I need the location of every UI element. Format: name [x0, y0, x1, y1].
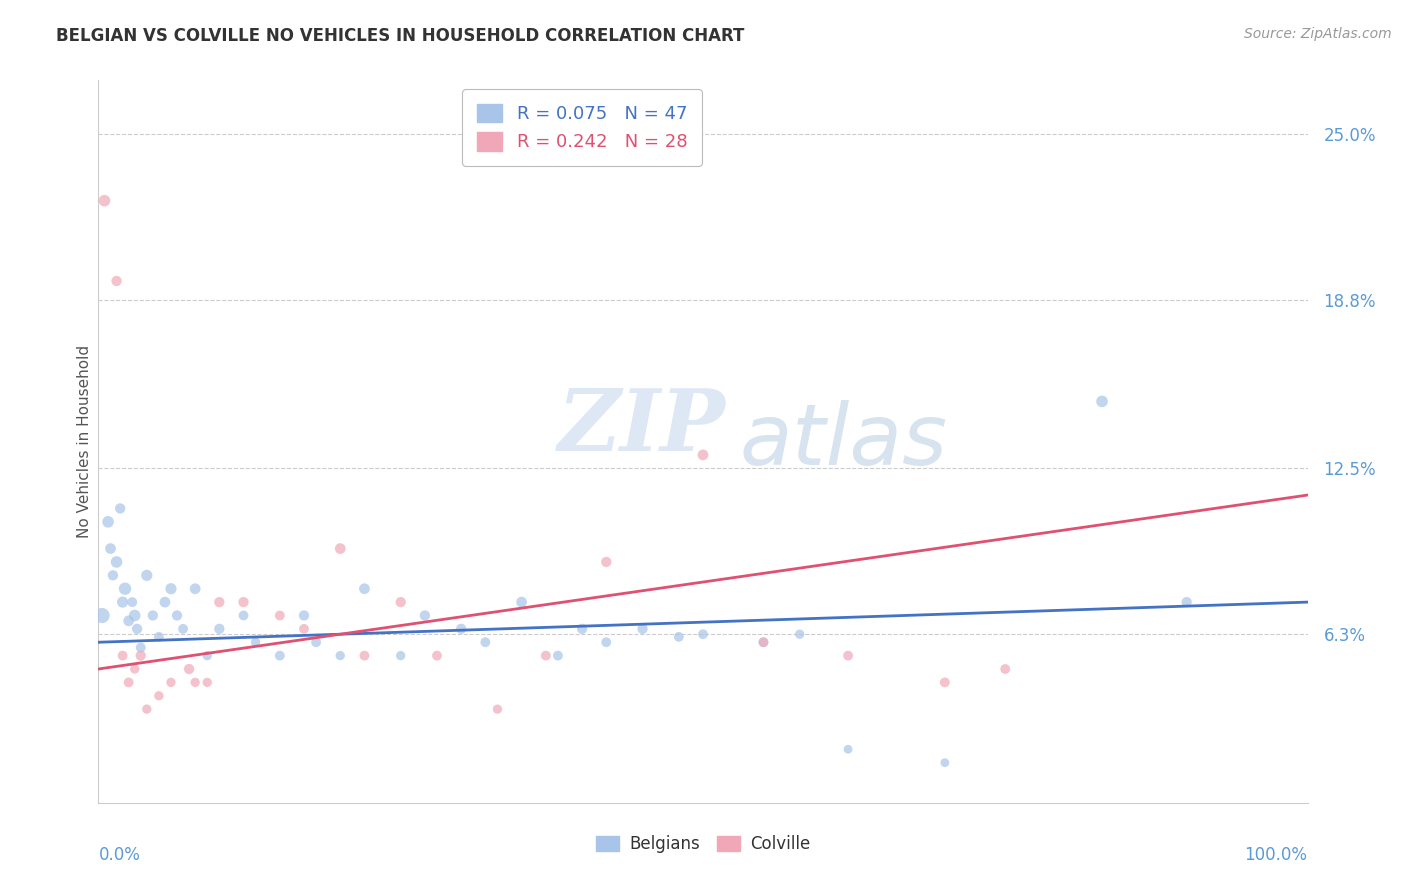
- Point: [994, 662, 1017, 676]
- Point: [93, 194, 115, 208]
- Point: [97, 515, 120, 529]
- Point: [837, 648, 859, 663]
- Point: [148, 689, 170, 703]
- Point: [534, 648, 557, 663]
- Point: [631, 622, 654, 636]
- Point: [571, 622, 593, 636]
- Point: [305, 635, 328, 649]
- Point: [184, 582, 207, 596]
- Point: [353, 582, 375, 596]
- Point: [510, 595, 533, 609]
- Point: [595, 635, 617, 649]
- Point: [547, 648, 569, 663]
- Text: atlas: atlas: [740, 400, 948, 483]
- Y-axis label: No Vehicles in Household: No Vehicles in Household: [77, 345, 91, 538]
- Point: [101, 568, 124, 582]
- Point: [148, 630, 170, 644]
- Point: [232, 608, 254, 623]
- Point: [124, 662, 146, 676]
- Point: [105, 274, 128, 288]
- Point: [245, 635, 267, 649]
- Point: [269, 648, 291, 663]
- Point: [934, 756, 956, 770]
- Point: [668, 630, 690, 644]
- Point: [413, 608, 436, 623]
- Point: [100, 541, 122, 556]
- Point: [292, 622, 315, 636]
- Point: [474, 635, 496, 649]
- Point: [426, 648, 449, 663]
- Point: [160, 675, 183, 690]
- Point: [269, 608, 291, 623]
- Point: [752, 635, 775, 649]
- Point: [292, 608, 315, 623]
- Point: [118, 614, 141, 628]
- Point: [172, 622, 194, 636]
- Point: [127, 622, 149, 636]
- Point: [118, 675, 141, 690]
- Point: [135, 702, 157, 716]
- Point: [1091, 394, 1114, 409]
- Point: [692, 448, 714, 462]
- Text: 0.0%: 0.0%: [98, 847, 141, 864]
- Point: [184, 675, 207, 690]
- Point: [789, 627, 811, 641]
- Text: Source: ZipAtlas.com: Source: ZipAtlas.com: [1244, 27, 1392, 41]
- Text: 100.0%: 100.0%: [1244, 847, 1308, 864]
- Point: [486, 702, 509, 716]
- Point: [179, 662, 201, 676]
- Point: [195, 648, 218, 663]
- Point: [105, 555, 128, 569]
- Point: [91, 608, 114, 623]
- Point: [692, 627, 714, 641]
- Point: [160, 582, 183, 596]
- Point: [166, 608, 188, 623]
- Point: [595, 555, 617, 569]
- Point: [129, 640, 152, 655]
- Point: [389, 648, 412, 663]
- Point: [121, 595, 143, 609]
- Point: [108, 501, 131, 516]
- Point: [114, 582, 136, 596]
- Point: [111, 595, 134, 609]
- Point: [153, 595, 176, 609]
- Point: [389, 595, 412, 609]
- Point: [129, 648, 152, 663]
- Point: [208, 622, 231, 636]
- Point: [142, 608, 165, 623]
- Point: [934, 675, 956, 690]
- Point: [752, 635, 775, 649]
- Point: [135, 568, 157, 582]
- Point: [837, 742, 859, 756]
- Point: [353, 648, 375, 663]
- Point: [124, 608, 146, 623]
- Point: [1175, 595, 1198, 609]
- Point: [208, 595, 231, 609]
- Point: [329, 541, 352, 556]
- Text: ZIP: ZIP: [558, 385, 725, 469]
- Point: [232, 595, 254, 609]
- Legend: R = 0.075   N = 47, R = 0.242   N = 28: R = 0.075 N = 47, R = 0.242 N = 28: [463, 89, 702, 166]
- Point: [329, 648, 352, 663]
- Point: [111, 648, 134, 663]
- Point: [450, 622, 472, 636]
- Point: [195, 675, 218, 690]
- Text: BELGIAN VS COLVILLE NO VEHICLES IN HOUSEHOLD CORRELATION CHART: BELGIAN VS COLVILLE NO VEHICLES IN HOUSE…: [56, 27, 745, 45]
